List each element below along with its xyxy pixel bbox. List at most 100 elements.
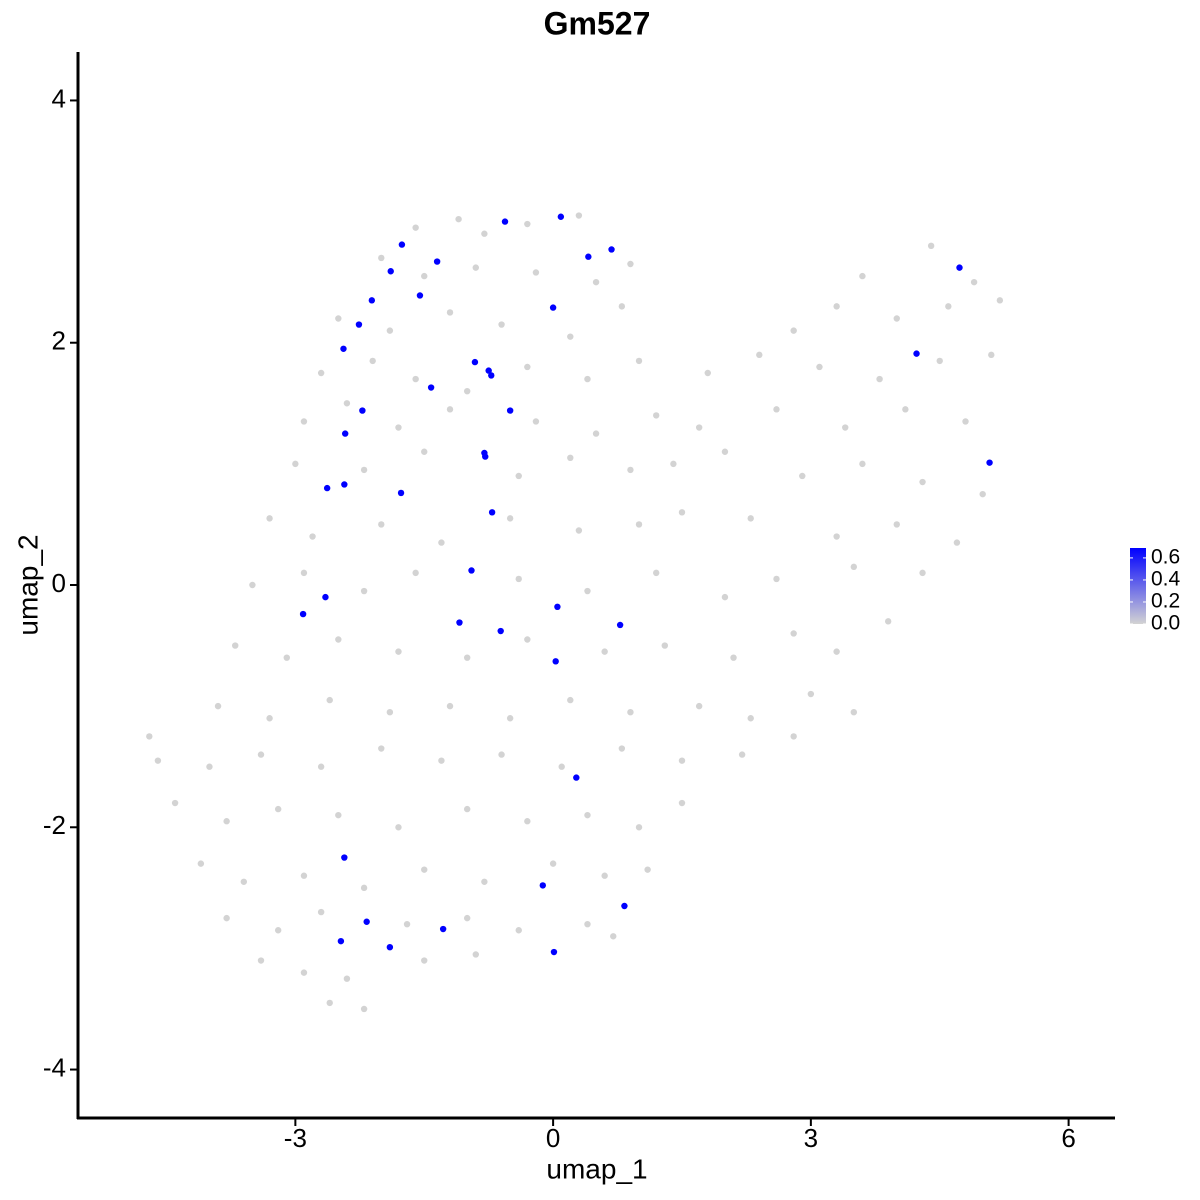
point — [635, 521, 643, 528]
point — [433, 258, 441, 265]
point — [439, 925, 447, 933]
point — [386, 327, 394, 334]
point — [979, 490, 986, 498]
point — [266, 715, 273, 722]
point — [335, 636, 342, 643]
point — [455, 215, 462, 223]
point — [341, 430, 349, 437]
point — [661, 642, 669, 649]
point — [322, 593, 329, 601]
point — [427, 384, 435, 391]
point — [738, 751, 746, 758]
point — [360, 884, 368, 892]
point — [884, 618, 892, 625]
point — [567, 333, 574, 340]
point — [695, 424, 703, 431]
point — [309, 533, 316, 540]
point — [317, 369, 325, 377]
point — [463, 654, 471, 661]
point — [816, 363, 823, 371]
point — [488, 509, 496, 516]
point — [554, 603, 561, 611]
point — [438, 539, 445, 546]
point — [463, 914, 471, 922]
point — [299, 610, 307, 618]
point — [283, 654, 290, 661]
point — [498, 321, 505, 328]
point — [343, 975, 351, 982]
point — [506, 515, 514, 522]
point — [488, 372, 495, 379]
point — [913, 350, 920, 357]
point — [575, 527, 583, 534]
point — [323, 484, 331, 492]
point — [497, 627, 504, 635]
point — [421, 448, 428, 455]
point — [557, 213, 565, 220]
point — [996, 297, 1004, 304]
point — [292, 460, 299, 468]
point — [970, 278, 978, 286]
point — [360, 466, 368, 474]
x-tick-label: -3 — [284, 1123, 307, 1153]
x-tick-label: 0 — [546, 1123, 560, 1153]
point — [850, 708, 858, 716]
point — [274, 927, 282, 934]
point — [799, 472, 806, 480]
point — [790, 630, 797, 637]
point — [341, 481, 348, 488]
point — [438, 757, 445, 764]
point — [197, 860, 205, 867]
point — [232, 642, 239, 649]
point — [515, 575, 522, 583]
point — [266, 515, 273, 522]
point — [627, 260, 634, 268]
point — [421, 866, 428, 873]
point — [515, 472, 522, 480]
point — [893, 521, 900, 528]
point — [584, 920, 591, 928]
point — [584, 587, 591, 595]
point — [747, 515, 754, 522]
point — [575, 212, 583, 219]
point — [214, 702, 222, 710]
point — [552, 658, 559, 665]
colorbar-label: 0.6 — [1151, 545, 1180, 568]
point — [524, 363, 531, 371]
point — [621, 902, 628, 910]
point — [584, 375, 591, 383]
chart-title: Gm527 — [544, 5, 651, 41]
colorbar-label: 0.0 — [1151, 612, 1180, 635]
point — [986, 459, 993, 466]
x-axis-label: umap_1 — [546, 1153, 647, 1184]
point — [326, 696, 333, 704]
point — [171, 799, 179, 807]
point — [368, 297, 376, 304]
point — [481, 230, 488, 237]
colorbar-label: 0.4 — [1151, 567, 1181, 590]
point — [635, 357, 643, 365]
point — [387, 268, 394, 275]
point — [257, 957, 265, 964]
point — [988, 351, 995, 359]
x-tick-label: 6 — [1061, 1123, 1075, 1153]
point — [355, 321, 363, 328]
point — [395, 648, 402, 655]
point — [653, 569, 660, 577]
point — [360, 1005, 368, 1013]
point — [876, 375, 883, 383]
point — [678, 509, 686, 516]
point — [859, 460, 866, 468]
point — [730, 654, 737, 661]
point — [154, 757, 162, 764]
point — [704, 369, 711, 377]
point — [386, 943, 394, 951]
point — [567, 696, 574, 704]
point — [573, 774, 580, 781]
point — [549, 304, 557, 311]
point — [678, 799, 686, 807]
point — [340, 345, 347, 352]
point — [472, 951, 479, 958]
point — [506, 407, 514, 414]
